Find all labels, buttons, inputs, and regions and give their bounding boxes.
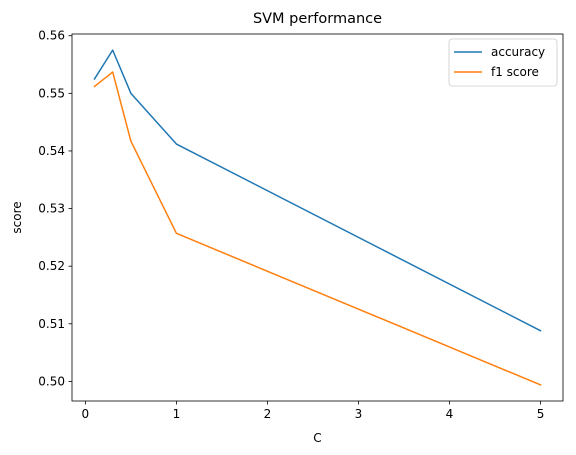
x-tick-label-0: 0 xyxy=(82,407,90,421)
x-tick-label-1: 1 xyxy=(173,407,181,421)
legend-box xyxy=(448,38,558,87)
y-tick-label-2: 0.52 xyxy=(38,259,65,273)
legend: accuracy f1 score xyxy=(448,38,558,87)
y-tick-label-0: 0.50 xyxy=(38,374,65,388)
y-tick-label-1: 0.51 xyxy=(38,317,65,331)
chart-title: SVM performance xyxy=(253,11,382,27)
axes-frame xyxy=(71,33,564,402)
series-line-0 xyxy=(93,49,542,332)
y-tick-label-5: 0.55 xyxy=(38,86,65,100)
x-tick-label-3: 3 xyxy=(355,407,363,421)
x-tick-label-5: 5 xyxy=(537,407,545,421)
x-axis-label: C xyxy=(313,431,321,445)
legend-label-1: f1 score xyxy=(491,65,539,79)
x-tick-label-2: 2 xyxy=(264,407,272,421)
y-tick-label-4: 0.54 xyxy=(38,144,65,158)
x-tick-label-4: 4 xyxy=(446,407,454,421)
y-axis-label: score xyxy=(10,201,24,233)
plot-area: 0 1 2 3 4 5 0.50 0.51 0.52 0.53 0.54 0.55 0.56 accura… xyxy=(38,29,564,421)
legend-label-0: accuracy xyxy=(491,45,545,59)
y-tick-label-3: 0.53 xyxy=(38,202,65,216)
y-tick-label-6: 0.56 xyxy=(38,29,65,43)
series-line-1 xyxy=(93,71,542,386)
